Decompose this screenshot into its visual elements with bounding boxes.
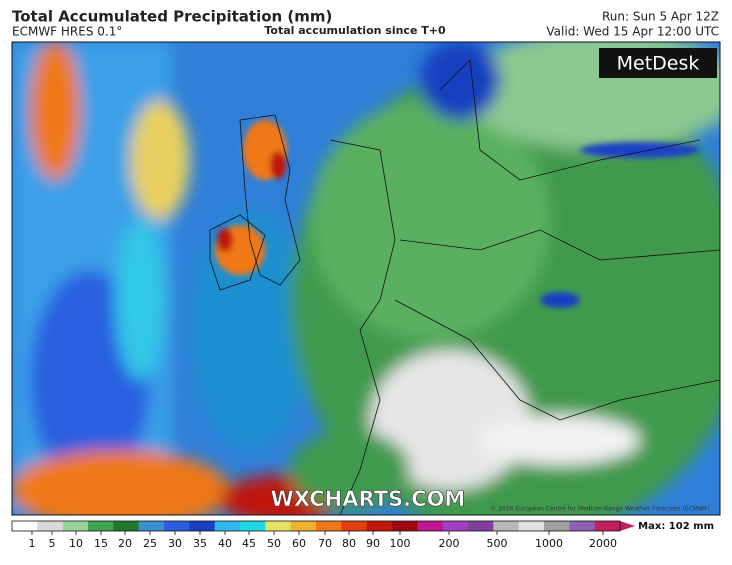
colorbar-segment — [544, 521, 570, 531]
colorbar-segment — [316, 521, 342, 531]
colorbar-segment — [138, 521, 165, 531]
logo-box — [599, 48, 717, 78]
colorbar-label: 40 — [218, 537, 232, 550]
colorbar-label: 25 — [143, 537, 157, 550]
colorbar-segment — [468, 521, 494, 531]
watermark: WXCHARTS.COM — [271, 487, 466, 511]
colorbar-segment — [392, 521, 418, 531]
colorbar-segment — [189, 521, 216, 531]
colorbar-segment — [240, 521, 266, 531]
colorbar-label: 100 — [390, 537, 411, 550]
borders — [209, 59, 720, 515]
colorbar-label: 2000 — [589, 537, 617, 550]
copyright: © 2026 European Centre for Medium-Range … — [490, 506, 710, 513]
colorbar-segment — [594, 521, 621, 531]
colorbar-label: 50 — [267, 537, 281, 550]
valid-time: Valid: Wed 15 Apr 12:00 UTC — [546, 25, 719, 39]
colorbar-segment — [442, 521, 469, 531]
colorbar-label: 1 — [29, 537, 36, 550]
colorbar-label: 90 — [366, 537, 380, 550]
colorbar-label: 15 — [94, 537, 108, 550]
colorbar-segment — [518, 521, 545, 531]
colorbar-arrow — [620, 521, 635, 531]
colorbar-label: 60 — [292, 537, 306, 550]
colorbar-segment — [113, 521, 140, 531]
max-value: Max: 102 mm — [638, 521, 714, 532]
colorbar-segment — [265, 521, 292, 531]
colorbar-segment — [493, 521, 520, 531]
colorbar-segment — [290, 521, 317, 531]
colorbar-label: 20 — [118, 537, 132, 550]
colorbar-label: 80 — [342, 537, 356, 550]
colorbar-segment — [37, 521, 64, 531]
colorbar-segment — [164, 521, 190, 531]
colorbar-label: 45 — [242, 537, 256, 550]
run-time: Run: Sun 5 Apr 12Z — [602, 10, 719, 24]
colorbar-segment — [569, 521, 596, 531]
colorbar-segment — [62, 521, 89, 531]
title: Total Accumulated Precipitation (mm) — [12, 8, 332, 26]
colorbar-segment — [417, 521, 444, 531]
colorbar-label: 10 — [69, 537, 83, 550]
colorbar-segment — [12, 521, 38, 531]
colorbar-label: 35 — [193, 537, 207, 550]
colorbar-label: 200 — [439, 537, 460, 550]
map — [12, 42, 720, 515]
colorbar-segment — [366, 521, 393, 531]
colorbar-segment — [88, 521, 114, 531]
colorbar-label: 30 — [168, 537, 182, 550]
colorbar-label: 1000 — [535, 537, 563, 550]
subtitle: Total accumulation since T+0 — [264, 24, 446, 37]
colorbar-label: 70 — [318, 537, 332, 550]
logo: MetDesk — [617, 53, 700, 75]
model: ECMWF HRES 0.1° — [12, 25, 122, 39]
colorbar-segment — [214, 521, 241, 531]
colorbar-frame — [11, 520, 621, 532]
colorbar-label: 500 — [487, 537, 508, 550]
colorbar: 1 5 10 15 20 25 30 35 40 45 50 60 70 80 90 100 200 500 100… — [11, 520, 635, 550]
colorbar-segment — [341, 521, 368, 531]
colorbar-label: 5 — [49, 537, 56, 550]
